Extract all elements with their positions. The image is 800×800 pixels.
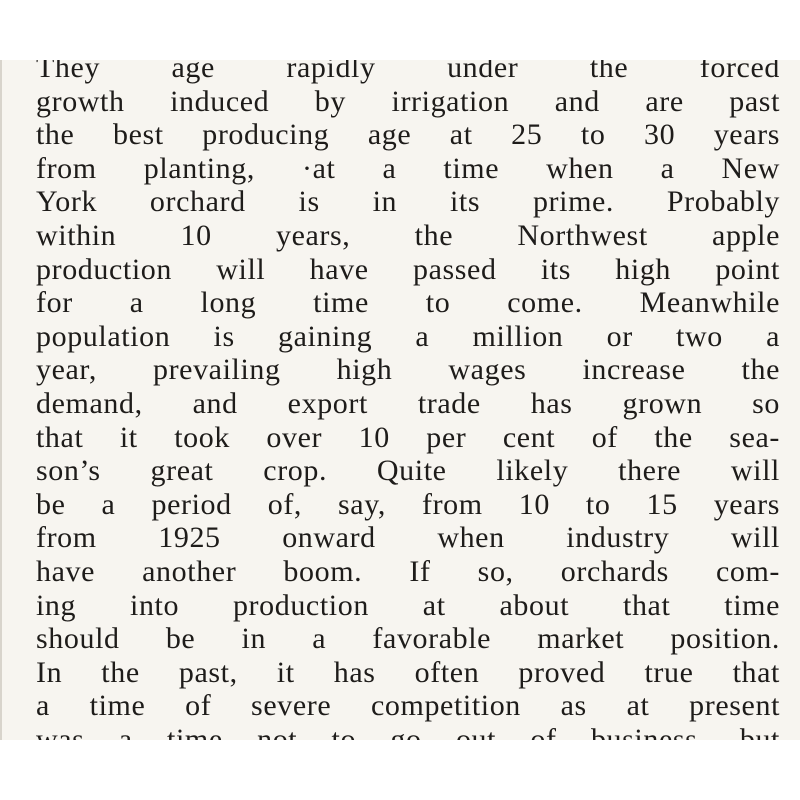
text-line: production will have passed its high poi…	[36, 252, 780, 286]
text-line: demand, and export trade has grown so	[36, 386, 780, 420]
text-line: be a period of, say, from 10 to 15 years	[36, 487, 780, 521]
text-line: should be in a favorable market position…	[36, 622, 780, 656]
text-line: for a long time to come. Meanwhile	[36, 286, 780, 320]
text-line: In the past, it has often proved true th…	[36, 655, 780, 689]
text-line: ing into production at about that time	[36, 588, 780, 622]
text-line: population is gaining a million or two a	[36, 319, 780, 353]
text-line: growth induced by irrigation and are pas…	[36, 84, 780, 118]
text-line: the best producing age at 25 to 30 years	[36, 118, 780, 152]
text-line: have another boom. If so, orchards com-	[36, 554, 780, 588]
text-line: a time of severe competition as at prese…	[36, 689, 780, 723]
text-line: within 10 years, the Northwest apple	[36, 218, 780, 252]
text-line: from 1925 onward when industry will	[36, 521, 780, 555]
text-line: son’s great crop. Quite likely there wil…	[36, 454, 780, 488]
text-line: year, prevailing high wages increase the	[36, 353, 780, 387]
text-line: York orchard is in its prime. Probably	[36, 185, 780, 219]
text-line: from planting, ·at a time when a New	[36, 151, 780, 185]
text-line: They age rapidly under the forced	[36, 60, 780, 84]
text-line: that it took over 10 per cent of the sea…	[36, 420, 780, 454]
text-line: was a time not to go out of business, bu…	[36, 722, 780, 740]
clipping: They age rapidly under the forced growth …	[0, 60, 800, 740]
article-column: They age rapidly under the forced growth …	[36, 60, 780, 740]
